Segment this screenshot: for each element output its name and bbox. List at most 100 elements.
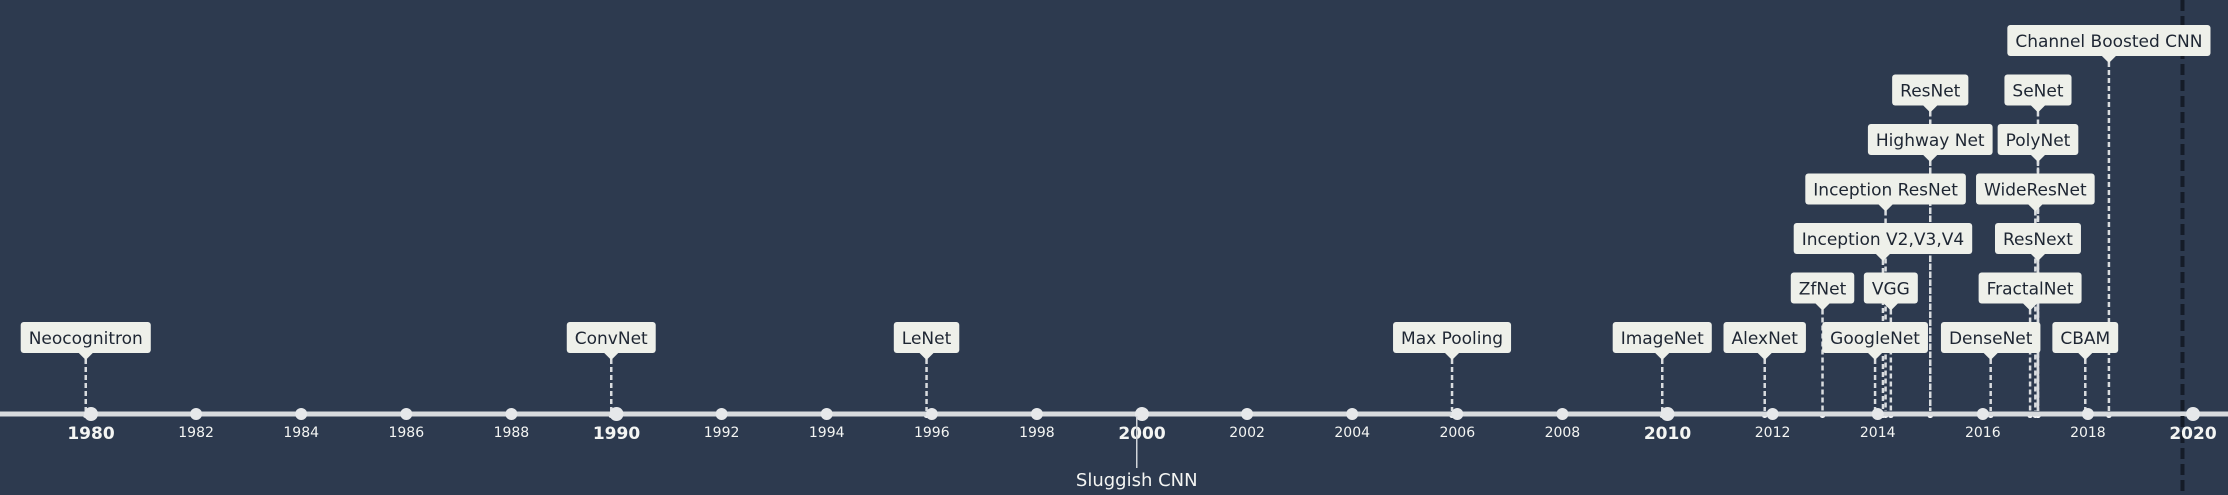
event-label-box xyxy=(1612,322,1712,353)
event-label: PolyNet xyxy=(2006,131,2071,151)
event-label-pointer xyxy=(2030,155,2045,162)
event-label-pointer xyxy=(1878,204,1893,212)
event-label-box xyxy=(1940,322,2041,353)
event-label-box xyxy=(1863,272,1918,304)
event-labels: Neocognitron ConvNet LeNet Max Pooling Image… xyxy=(20,25,2211,360)
event-label-pointer xyxy=(2030,105,2045,113)
event-label-box xyxy=(2004,74,2072,106)
event-label: ResNet xyxy=(1900,82,1961,102)
event-label: FractalNet xyxy=(1987,280,2074,300)
event-label-pointer xyxy=(1983,353,1998,360)
event-label-box xyxy=(1790,272,1855,304)
event-label-box xyxy=(1994,223,2081,254)
axis-tick-dot xyxy=(820,408,833,420)
event-label-group: DenseNet xyxy=(1940,322,2041,360)
event-label-pointer xyxy=(2030,254,2045,261)
axis-tick-label: 2002 xyxy=(1229,425,1265,441)
axis-tick-dot xyxy=(2081,408,2094,420)
event-label: Neocognitron xyxy=(29,329,143,349)
axis-tick-dot xyxy=(1766,408,1779,420)
event-label: WideResNet xyxy=(1984,181,2087,201)
event-label-pointer xyxy=(1757,353,1772,360)
event-label: DenseNet xyxy=(1949,329,2033,349)
event-label-pointer xyxy=(2101,56,2116,63)
event-label-box xyxy=(1976,173,2095,205)
event-label: LeNet xyxy=(902,329,952,349)
event-label: AlexNet xyxy=(1732,329,1799,349)
event-label-group: ResNet xyxy=(1892,74,1969,113)
axis-tick-label: 1998 xyxy=(1019,425,1055,441)
event-label-box xyxy=(566,322,656,353)
axis-tick-label: 2004 xyxy=(1334,425,1370,441)
event-label-group: ConvNet xyxy=(566,322,656,360)
event-label-pointer xyxy=(2028,204,2043,212)
event-label-box xyxy=(1393,322,1512,353)
axis-tick-dot xyxy=(1346,408,1359,420)
axis-tick-dot xyxy=(1976,408,1989,420)
axis-major-tick-label: 1980 xyxy=(67,424,114,444)
axis-major-tick-dot xyxy=(1660,407,1675,421)
axis-tick-label: 2006 xyxy=(1439,425,1475,441)
axis-tick-label: 2016 xyxy=(1965,425,2001,441)
axis-major-tick-dot xyxy=(609,407,624,421)
event-label-box xyxy=(1997,124,2079,155)
axis-major-tick-dot xyxy=(2186,407,2200,421)
axis-tick-dot xyxy=(505,408,518,420)
axis-tick-label: 1984 xyxy=(283,425,319,441)
axis-major-tick-label: 1990 xyxy=(593,424,640,444)
event-label-box xyxy=(893,322,960,353)
event-label-box xyxy=(1892,74,1969,106)
axis-tick-dot xyxy=(1451,408,1464,420)
event-label-box xyxy=(2007,25,2211,56)
event-label-pointer xyxy=(1868,353,1883,360)
axis-tick-dot xyxy=(1871,408,1884,420)
event-label-group: PolyNet xyxy=(1997,124,2079,162)
axis-major-tick-label: 2000 xyxy=(1118,424,1165,444)
axis-tick-dot xyxy=(925,408,938,420)
event-label-box xyxy=(1867,124,1993,155)
event-label: ConvNet xyxy=(575,329,648,349)
axis-tick-label: 1996 xyxy=(914,425,950,441)
axis-tick-dot xyxy=(190,408,203,420)
axis-tick-dot xyxy=(1556,408,1569,420)
event-label: GoogleNet xyxy=(1830,329,1920,349)
event-label-pointer xyxy=(604,353,619,360)
event-label-group: WideResNet xyxy=(1976,173,2095,212)
event-label-group: ImageNet xyxy=(1612,322,1712,360)
axis-tick-label: 1986 xyxy=(388,425,424,441)
event-label: ImageNet xyxy=(1621,329,1704,349)
event-label-group: Neocognitron xyxy=(20,322,151,360)
axis-tick-label: 2014 xyxy=(1860,425,1896,441)
event-label: SeNet xyxy=(2012,82,2063,102)
axis-tick-label: 2018 xyxy=(2070,425,2106,441)
event-label-group: VGG xyxy=(1863,272,1918,311)
event-label-box xyxy=(2052,322,2119,353)
event-label-group: GoogleNet xyxy=(1822,322,1928,360)
axis-ticks: 1982 1984 1986 1988 1992 1994 1996 1998 2002 2004… xyxy=(67,407,2217,444)
event-label-group: Max Pooling xyxy=(1393,322,1512,360)
event-label-group: Channel Boosted CNN xyxy=(2007,25,2211,63)
event-label: Inception V2,V3,V4 xyxy=(1802,230,1965,250)
event-label-group: Highway Net xyxy=(1867,124,1993,162)
event-label-group: Inception ResNet xyxy=(1805,173,1966,212)
event-label-group: ResNext xyxy=(1994,223,2081,261)
event-label-pointer xyxy=(2078,353,2093,360)
event-label-group: Inception V2,V3,V4 xyxy=(1793,223,1973,261)
event-label-group: FractalNet xyxy=(1978,272,2082,311)
event-label-pointer xyxy=(1655,353,1670,360)
event-label-box xyxy=(1723,322,1806,353)
axis-major-tick-label: 2010 xyxy=(1644,424,1691,444)
event-label-box xyxy=(20,322,151,353)
event-label: Highway Net xyxy=(1876,131,1985,151)
event-label: ResNext xyxy=(2003,230,2073,250)
event-label-group: SeNet xyxy=(2004,74,2072,113)
event-label-pointer xyxy=(1445,353,1460,360)
event-label-pointer xyxy=(1875,254,1890,261)
axis-tick-label: 2012 xyxy=(1755,425,1791,441)
event-label-group: LeNet xyxy=(893,322,960,360)
event-label: Channel Boosted CNN xyxy=(2015,32,2202,52)
event-label-pointer xyxy=(919,353,934,360)
event-label-box xyxy=(1978,272,2082,304)
axis-tick-dot xyxy=(295,408,308,420)
event-label-group: CBAM xyxy=(2052,322,2119,360)
